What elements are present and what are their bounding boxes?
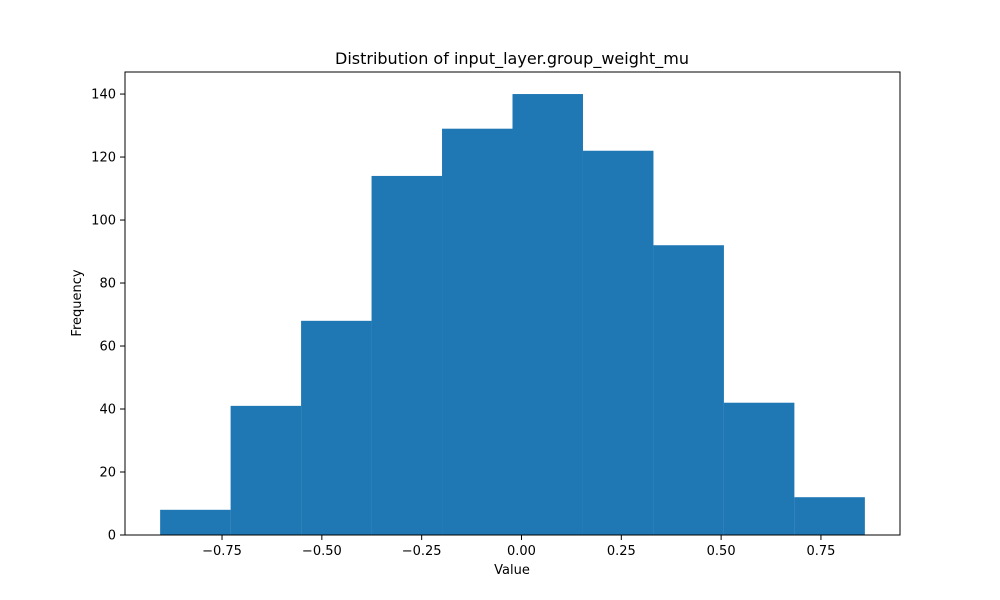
y-tick-label: 60 bbox=[99, 340, 116, 355]
y-tick-label: 120 bbox=[91, 151, 116, 166]
histogram-bar bbox=[794, 497, 865, 535]
plot-frame bbox=[124, 71, 901, 536]
y-axis-title: Frequency bbox=[70, 269, 85, 336]
y-tick-label: 40 bbox=[99, 403, 116, 418]
x-tick-label: 0.50 bbox=[707, 544, 736, 559]
y-tick-label: 0 bbox=[108, 529, 116, 544]
bars-group bbox=[160, 94, 865, 536]
x-axis-title: Value bbox=[494, 563, 530, 578]
x-tick-label: 0.75 bbox=[806, 544, 835, 559]
chart-title: Distribution of input_layer.group_weight… bbox=[335, 49, 689, 69]
histogram-bar bbox=[442, 128, 513, 535]
x-tick-label: 0.00 bbox=[507, 544, 536, 559]
histogram-bar bbox=[512, 94, 583, 536]
x-tick-label: −0.75 bbox=[202, 544, 242, 559]
histogram-bar bbox=[160, 509, 231, 535]
x-tick-label: −0.50 bbox=[302, 544, 342, 559]
y-tick-label: 20 bbox=[99, 466, 116, 481]
y-tick-label: 100 bbox=[91, 214, 116, 229]
histogram-bar bbox=[371, 175, 443, 535]
y-tick-label: 80 bbox=[99, 277, 116, 292]
x-axis: −0.75 −0.50 −0.25 0.00 0.25 0.50 0.75 bbox=[202, 535, 835, 559]
histogram-bar bbox=[301, 320, 372, 535]
y-tick-label: 140 bbox=[91, 88, 116, 103]
x-tick-label: 0.25 bbox=[607, 544, 636, 559]
x-tick-label: −0.25 bbox=[402, 544, 442, 559]
histogram-bar bbox=[653, 245, 724, 535]
y-axis: 0 20 40 60 80 100 120 140 bbox=[91, 88, 125, 544]
histogram-bar bbox=[723, 402, 795, 535]
histogram-bar bbox=[582, 150, 654, 535]
histogram-bar bbox=[230, 405, 302, 535]
